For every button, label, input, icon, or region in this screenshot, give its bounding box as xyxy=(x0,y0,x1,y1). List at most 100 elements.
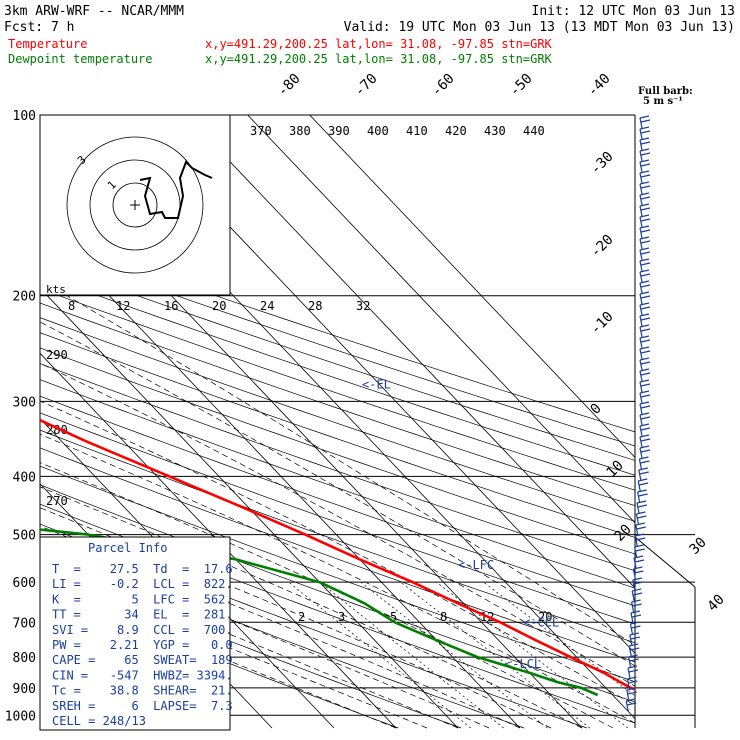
wind-barb xyxy=(639,403,643,415)
parcel-info-row: SVI = 8.9 CCL = 700. xyxy=(52,623,233,637)
isotherm-line xyxy=(40,287,459,729)
isotherm-line xyxy=(247,115,635,524)
parcel-info-box: Parcel Info T = 27.5 Td = 17.6LI = -0.2 L… xyxy=(39,536,233,731)
wind-barb-flag xyxy=(639,269,650,273)
wind-barb xyxy=(639,326,643,338)
wind-barb-flag xyxy=(637,515,647,519)
speed-label: 16 xyxy=(164,299,178,313)
wind-barb-flag xyxy=(630,647,640,651)
wind-barb-flag xyxy=(640,196,651,200)
pressure-tick-label: 500 xyxy=(13,529,36,544)
wind-barb-flag xyxy=(639,368,650,372)
barb-key-units: 5 m s⁻¹ xyxy=(643,96,683,107)
wind-barb-flag xyxy=(633,592,643,596)
wind-barb-flag xyxy=(640,141,651,145)
wind-barb xyxy=(639,205,643,217)
wind-barb-flag xyxy=(639,159,650,163)
temperature-location: x,y=491.29,200.25 lat,lon= 31.08, -97.85… xyxy=(205,37,553,51)
wind-barb xyxy=(637,491,641,503)
wind-barb xyxy=(625,700,629,712)
dry-adiabat-line xyxy=(40,274,635,476)
wind-barb-flag xyxy=(633,566,643,570)
wind-barb-flag xyxy=(639,236,650,240)
wind-barb xyxy=(639,216,643,228)
wind-barbs xyxy=(625,115,651,712)
wind-barb-flag xyxy=(639,346,650,350)
parcel-info-row: LI = -0.2 LCL = 822. xyxy=(52,577,233,591)
wind-barb-flag xyxy=(639,148,650,152)
wind-barb-flag xyxy=(640,372,651,376)
isotherm-label: -50 xyxy=(507,71,536,100)
parcel-info-row: CIN = -547 HWBZ= 3394. xyxy=(52,668,233,682)
wind-barb-flag xyxy=(627,691,637,695)
wind-barb xyxy=(630,612,634,624)
wind-barb-flag xyxy=(632,577,642,581)
wind-barb-flag xyxy=(640,438,651,442)
wind-barb-flag xyxy=(636,500,647,504)
mixing-ratio-line xyxy=(319,581,504,729)
wind-barb-flag xyxy=(640,317,651,321)
wind-barb-flag xyxy=(640,350,651,354)
wind-barb xyxy=(639,425,643,437)
dry-adiabat-line xyxy=(40,379,635,589)
moist-adiabat-line xyxy=(40,400,635,706)
wind-barb-flag xyxy=(636,526,646,530)
mixing-ratio-label: 5 xyxy=(390,610,397,624)
init-time: Init: 12 UTC Mon 03 Jun 13 xyxy=(532,4,736,19)
mixing-ratio-label: 2 xyxy=(298,610,305,624)
wind-barb xyxy=(639,414,643,426)
wind-barb-flag xyxy=(635,548,645,552)
wind-barb xyxy=(639,337,643,349)
wind-barb-flag xyxy=(634,544,644,548)
temperature-legend: Temperature xyxy=(8,37,87,51)
wind-barb xyxy=(628,645,632,657)
wind-barb-flag xyxy=(638,478,648,482)
parcel-info-row: CAPE = 65 SWEAT= 189 xyxy=(52,653,233,667)
wind-barb-flag xyxy=(639,482,649,486)
level-annotation: <-EL xyxy=(362,377,391,391)
wind-barb-flag xyxy=(626,687,636,691)
wind-barb-flag xyxy=(639,423,650,427)
wind-barb-flag xyxy=(627,702,637,706)
mixing-ratio-label: 20 xyxy=(538,610,552,624)
wind-barb xyxy=(639,370,643,382)
wind-barb xyxy=(639,194,643,206)
wind-barb-flag xyxy=(638,493,648,497)
hodograph-unit-label: kts xyxy=(46,283,66,296)
wind-barb-flag xyxy=(627,665,638,669)
theta-label: 400 xyxy=(367,124,389,138)
wind-barb-flag xyxy=(640,394,651,398)
wind-barb-flag xyxy=(635,522,645,526)
wind-barb-flag xyxy=(640,152,651,156)
wind-barb-flag xyxy=(629,643,639,647)
wind-barb-flag xyxy=(640,218,651,222)
parcel-info-title: Parcel Info xyxy=(88,541,167,555)
wind-barb-flag xyxy=(626,698,636,702)
wind-barb xyxy=(631,590,635,602)
wind-barb xyxy=(637,480,641,492)
wind-barb-flag xyxy=(639,137,650,141)
wind-barb-flag xyxy=(639,412,650,416)
wind-barb xyxy=(639,150,643,162)
wind-barb-flag xyxy=(639,280,650,284)
wind-barb xyxy=(639,260,643,272)
wind-barb-flag xyxy=(639,434,650,438)
theta-label: 370 xyxy=(250,124,272,138)
wind-barb-flag xyxy=(628,669,639,673)
dry-adiabat-line xyxy=(40,288,635,491)
wind-barb xyxy=(631,601,635,613)
dry-adiabat-line xyxy=(40,302,635,507)
isotherm-label: -30 xyxy=(588,149,617,178)
wind-barb-flag xyxy=(640,273,651,277)
pressure-tick-label: 600 xyxy=(13,576,36,591)
isotherm-line xyxy=(40,352,397,729)
wind-barb-flag xyxy=(640,295,651,299)
moist-adiabat-line xyxy=(40,486,583,729)
wind-barb-flag xyxy=(639,471,649,475)
parcel-info-row: K = 5 LFC = 562. xyxy=(52,592,233,606)
isotherm-label: 20 xyxy=(612,522,635,545)
parcel-info-row: TT = 34 EL = 281. xyxy=(52,608,233,622)
wind-barb xyxy=(639,117,643,129)
wind-barb xyxy=(639,447,643,459)
dry-adiabat-line xyxy=(40,233,635,433)
